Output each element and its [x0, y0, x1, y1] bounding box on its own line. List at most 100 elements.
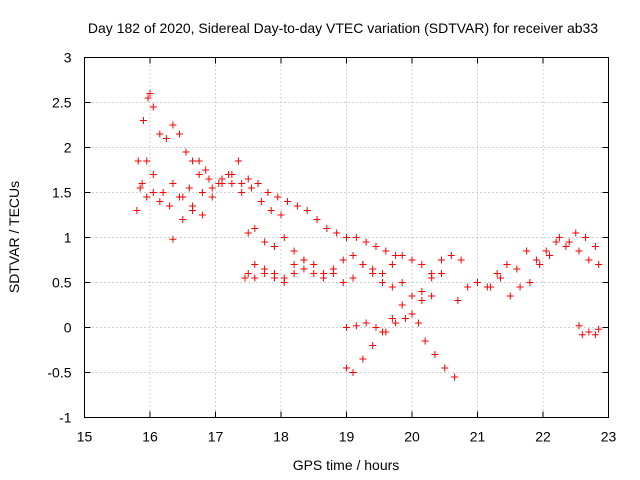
data-point — [379, 279, 387, 286]
data-point — [241, 274, 249, 282]
data-point — [162, 135, 170, 142]
data-point — [595, 261, 603, 268]
data-point — [208, 193, 216, 201]
data-point — [251, 274, 259, 282]
x-tick-label: 18 — [273, 429, 289, 445]
data-point — [310, 261, 318, 268]
data-point — [388, 315, 396, 322]
data-point — [228, 171, 236, 178]
data-point — [352, 322, 360, 330]
data-point — [198, 189, 206, 196]
series-track-g — [343, 310, 459, 381]
data-point — [562, 243, 570, 250]
data-point — [408, 292, 416, 300]
y-tick-label: 1 — [64, 230, 72, 246]
x-tick-label: 20 — [404, 429, 420, 445]
data-point — [503, 261, 511, 268]
data-point — [198, 211, 206, 219]
data-point — [418, 261, 426, 268]
data-point — [133, 207, 141, 214]
data-point — [464, 283, 472, 291]
data-point — [362, 319, 370, 327]
data-point — [267, 207, 275, 214]
data-point — [552, 238, 560, 246]
data-point — [257, 198, 265, 205]
data-point — [251, 261, 259, 268]
data-point — [591, 331, 599, 339]
series-track-a — [134, 90, 210, 174]
data-point — [290, 270, 298, 277]
data-point — [359, 355, 367, 363]
data-point — [421, 337, 429, 345]
x-tick-label: 17 — [208, 429, 224, 445]
data-point — [382, 247, 390, 255]
data-point — [274, 193, 282, 201]
data-point — [238, 180, 246, 187]
y-axis-label: SDTVAR / TECUs — [6, 181, 22, 293]
data-point — [372, 243, 380, 250]
data-point — [244, 270, 252, 277]
data-point — [329, 265, 337, 273]
data-point — [284, 198, 292, 205]
chart-title: Day 182 of 2020, Sidereal Day-to-day VTE… — [88, 20, 598, 36]
data-point — [349, 252, 357, 259]
data-point — [244, 175, 252, 183]
data-point — [156, 130, 164, 138]
data-point — [179, 193, 187, 201]
plot-frame — [84, 57, 609, 418]
data-point — [372, 324, 380, 331]
data-point — [546, 252, 554, 259]
data-point — [379, 328, 387, 336]
data-point — [349, 369, 357, 376]
data-point — [565, 238, 573, 246]
data-point — [280, 279, 288, 286]
data-point — [323, 225, 331, 232]
y-tick-label: 2 — [64, 140, 72, 156]
data-point — [146, 90, 154, 97]
data-point — [542, 247, 550, 255]
x-tick-label: 19 — [339, 429, 355, 445]
data-point — [248, 184, 256, 192]
data-point — [555, 234, 563, 241]
data-point — [139, 117, 147, 124]
data-point — [408, 256, 416, 264]
data-point — [134, 157, 142, 165]
data-point — [300, 256, 308, 264]
y-tick-label: 0 — [64, 320, 72, 336]
y-tick-label: 3 — [64, 50, 72, 66]
data-point — [572, 229, 580, 237]
data-point — [149, 189, 157, 196]
data-point — [392, 252, 400, 259]
data-point — [264, 189, 272, 196]
data-point — [320, 270, 328, 277]
x-tick-label: 23 — [601, 429, 617, 445]
series-track-d — [169, 175, 308, 264]
data-point — [143, 193, 151, 201]
data-point — [369, 270, 377, 277]
data-point — [169, 235, 177, 243]
data-point — [182, 148, 190, 156]
x-tick-labels: 15 16 17 18 19 20 21 22 23 — [77, 429, 617, 445]
data-point — [431, 351, 439, 358]
data-point — [506, 292, 514, 300]
series-track-f — [241, 252, 436, 304]
data-point — [585, 328, 593, 336]
data-point — [138, 180, 146, 187]
data-point — [359, 261, 367, 268]
x-tick-label: 21 — [470, 429, 486, 445]
data-point — [536, 261, 544, 268]
y-tick-label: 2.5 — [52, 95, 72, 111]
data-point — [437, 256, 445, 264]
data-point — [343, 234, 350, 241]
data-point — [523, 247, 531, 255]
data-point — [293, 202, 301, 210]
data-point — [251, 225, 259, 232]
x-tick-label: 22 — [535, 429, 551, 445]
data-point — [513, 265, 521, 273]
data-point — [238, 189, 246, 196]
data-point — [418, 288, 426, 295]
y-tick-label: 0.5 — [52, 275, 72, 291]
data-point — [447, 252, 455, 259]
data-point — [585, 256, 593, 264]
